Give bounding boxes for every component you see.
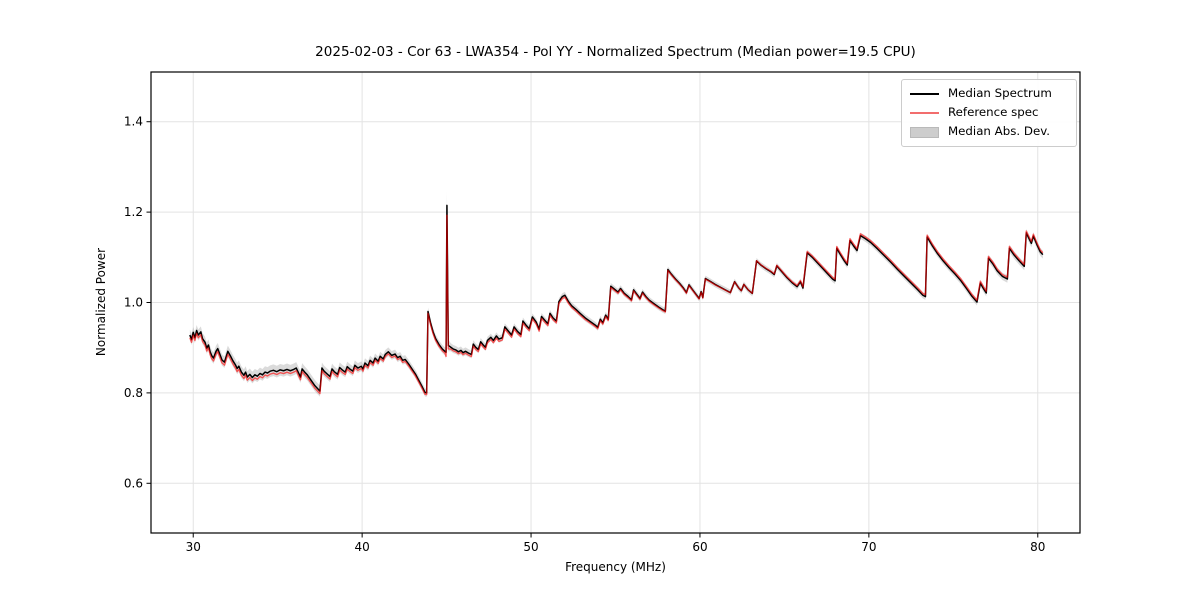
y-tick-label: 1.0 — [124, 296, 143, 310]
mad-patch-swatch-icon — [910, 126, 939, 138]
x-tick-label: 70 — [861, 540, 876, 554]
y-axis-label: Normalized Power — [94, 247, 108, 357]
x-tick-label: 50 — [523, 540, 538, 554]
x-tick-label: 40 — [354, 540, 369, 554]
y-tick-label: 0.8 — [124, 386, 143, 400]
legend: Median Spectrum Reference spec Median Ab… — [901, 79, 1077, 147]
legend-label-median: Median Spectrum — [948, 85, 1052, 100]
axes-frame — [150, 71, 1081, 534]
legend-entry-mad: Median Abs. Dev. — [910, 126, 1068, 138]
y-tick-label: 0.6 — [124, 476, 143, 490]
legend-entry-reference-spec: Reference spec — [910, 105, 1068, 120]
median-spectrum-line — [189, 204, 1044, 394]
y-tick-label: 1.4 — [124, 115, 143, 129]
chart-title: 2025-02-03 - Cor 63 - LWA354 - Pol YY - … — [315, 44, 916, 60]
reference-spec-line — [189, 214, 1044, 396]
legend-label-reference: Reference spec — [948, 105, 1039, 120]
x-tick-label: 80 — [1030, 540, 1045, 554]
x-tick-label: 30 — [186, 540, 201, 554]
x-axis-label: Frequency (MHz) — [565, 560, 666, 574]
x-tick-label: 60 — [692, 540, 707, 554]
mad-band — [189, 191, 1043, 397]
reference-line-swatch-icon — [910, 111, 939, 114]
y-tick-label: 1.2 — [124, 205, 143, 219]
median-line-swatch-icon — [910, 92, 939, 95]
legend-entry-median-spectrum: Median Spectrum — [910, 85, 1068, 100]
legend-label-mad: Median Abs. Dev. — [948, 124, 1051, 139]
